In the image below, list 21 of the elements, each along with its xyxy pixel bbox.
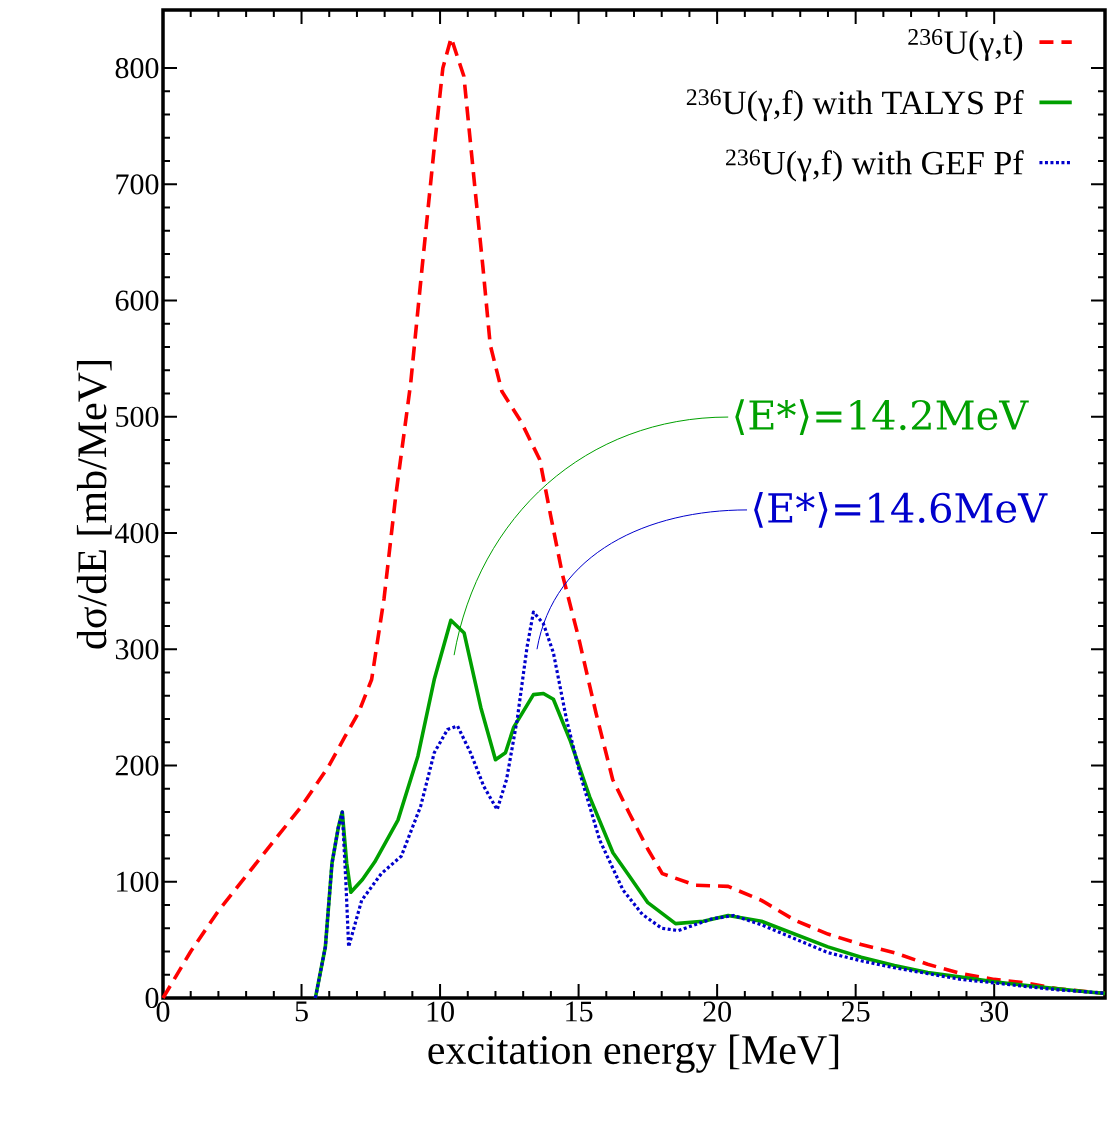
x-axis-title: excitation energy [MeV] xyxy=(428,1034,839,1073)
y-tick-label: 700 xyxy=(116,174,159,195)
x-tick-label: 10 xyxy=(427,1001,454,1022)
annotation: ⟨E*⟩=14.2MeV xyxy=(735,399,1029,435)
y-tick-label: 300 xyxy=(115,639,159,660)
legend-label: $^{236}$U(γ,t) xyxy=(908,29,1023,61)
x-tick-label: 30 xyxy=(980,1001,1009,1022)
y-tick-label: 500 xyxy=(116,406,159,427)
legend-label: $^{236}$U(γ,f) with TALYS Pf xyxy=(686,89,1024,122)
y-tick-label: 100 xyxy=(117,871,159,892)
y-tick-label: 600 xyxy=(115,290,159,311)
x-tick-label: 25 xyxy=(841,1001,870,1022)
annotation: ⟨E*⟩=14.6MeV xyxy=(754,492,1048,528)
y-tick-label: 800 xyxy=(115,57,159,79)
y-axis-title: dσ/dE [mb/MeV] xyxy=(76,361,112,649)
x-tick-label: 20 xyxy=(703,1001,731,1022)
y-tick-label: 400 xyxy=(115,522,159,544)
legend-label: $^{236}$U(γ,f) with GEF Pf xyxy=(726,149,1024,182)
x-tick-label: 5 xyxy=(295,1001,308,1022)
x-tick-label: 15 xyxy=(566,1001,593,1022)
y-tick-label: 200 xyxy=(115,755,159,776)
